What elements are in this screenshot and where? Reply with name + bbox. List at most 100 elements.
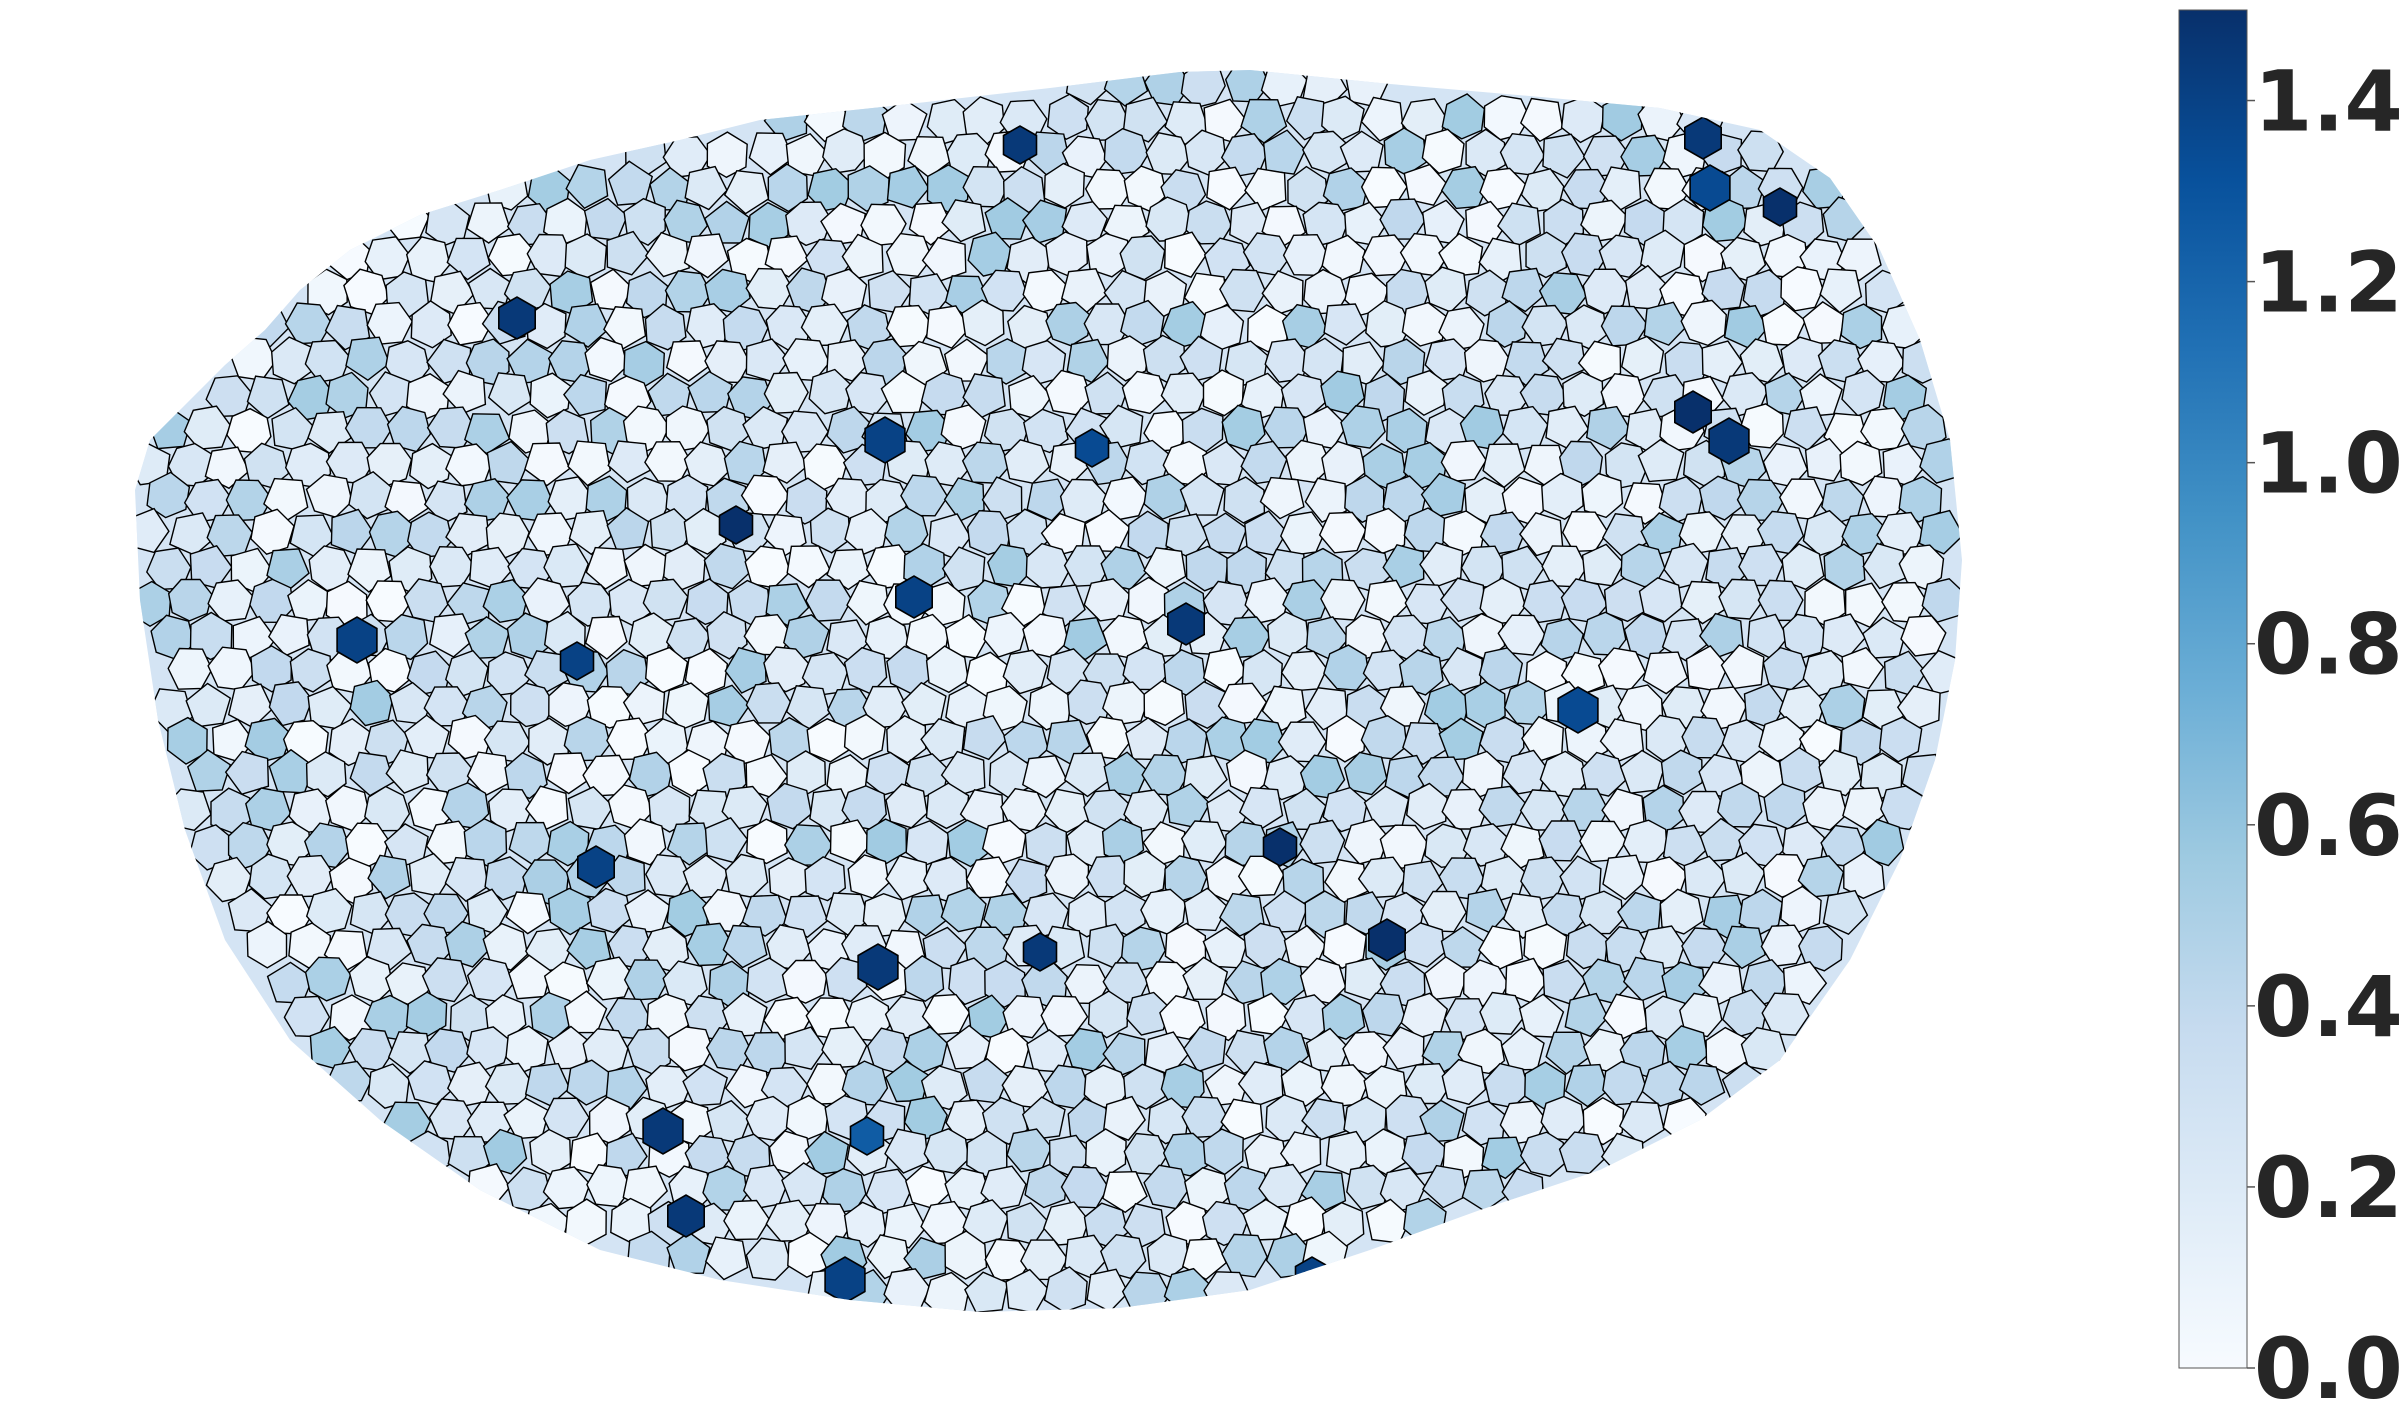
voronoi-cell bbox=[903, 955, 945, 1003]
voronoi-cell bbox=[1637, 438, 1685, 483]
voronoi-cell bbox=[1780, 266, 1824, 312]
voronoi-cell bbox=[644, 303, 687, 351]
voronoi-cell bbox=[1302, 201, 1350, 246]
voronoi-cell bbox=[706, 610, 748, 660]
voronoi-cell bbox=[1280, 1060, 1325, 1107]
voronoi-cell bbox=[1680, 299, 1728, 347]
voronoi-cell bbox=[885, 232, 933, 278]
voronoi-cell bbox=[1441, 1058, 1487, 1106]
voronoi-cell bbox=[410, 300, 452, 349]
voronoi-cell bbox=[487, 788, 534, 833]
high-value-cell bbox=[1002, 125, 1038, 165]
high-value-cell bbox=[1074, 428, 1110, 468]
voronoi-cell bbox=[524, 785, 569, 832]
voronoi-cell bbox=[568, 509, 612, 556]
voronoi-cell bbox=[1123, 850, 1167, 899]
voronoi-cell bbox=[1438, 232, 1484, 278]
voronoi-cell bbox=[1680, 580, 1727, 625]
voronoi-cell bbox=[1519, 511, 1564, 557]
voronoi-cell bbox=[1840, 303, 1883, 350]
voronoi-cell bbox=[1564, 992, 1609, 1038]
voronoi-cell bbox=[745, 338, 791, 383]
high-value-cell bbox=[1022, 932, 1058, 972]
high-value-cell bbox=[894, 575, 934, 619]
voronoi-cell bbox=[1381, 338, 1426, 386]
voronoi-cell bbox=[846, 580, 890, 626]
voronoi-cell bbox=[921, 236, 967, 282]
voronoi-cell bbox=[885, 854, 929, 901]
high-value-cell bbox=[864, 416, 906, 464]
voronoi-cell bbox=[429, 270, 475, 316]
voronoi-cell bbox=[1718, 578, 1764, 620]
voronoi-cell bbox=[1562, 371, 1605, 418]
voronoi-cell bbox=[364, 785, 411, 832]
voronoi-cell bbox=[1205, 992, 1247, 1042]
voronoi-cell bbox=[1323, 303, 1368, 346]
voronoi-cell bbox=[1261, 270, 1304, 315]
voronoi-cell bbox=[1122, 1202, 1166, 1249]
voronoi-cell bbox=[1622, 956, 1668, 1002]
voronoi-cell bbox=[367, 854, 411, 900]
voronoi-cell bbox=[1819, 268, 1863, 314]
voronoi-cell bbox=[1538, 820, 1585, 862]
voronoi-cell bbox=[1046, 93, 1090, 141]
voronoi-cell bbox=[961, 299, 1005, 347]
voronoi-cell bbox=[1841, 646, 1885, 690]
voronoi-cell bbox=[1163, 231, 1208, 279]
voronoi-cell bbox=[1024, 822, 1068, 868]
voronoi-cell bbox=[1842, 787, 1887, 831]
voronoi-cell bbox=[1323, 644, 1370, 691]
voronoi-cell bbox=[1044, 853, 1090, 900]
voronoi-cell bbox=[785, 201, 833, 247]
voronoi-cell bbox=[1481, 1136, 1526, 1180]
high-value-cell bbox=[857, 943, 899, 991]
voronoi-cell bbox=[962, 1058, 1010, 1104]
voronoi-cell bbox=[584, 615, 628, 660]
voronoi-cell bbox=[1701, 266, 1746, 311]
voronoi-cell bbox=[1783, 406, 1828, 452]
voronoi-cell bbox=[366, 301, 414, 345]
voronoi-cell bbox=[1202, 647, 1247, 694]
voronoi-cell bbox=[603, 306, 647, 351]
voronoi-cell bbox=[446, 237, 491, 281]
voronoi-cell bbox=[1618, 1100, 1665, 1146]
voronoi-cell bbox=[684, 647, 729, 696]
voronoi-cell bbox=[1541, 337, 1587, 381]
voronoi-cell bbox=[980, 269, 1028, 312]
voronoi-cell bbox=[1265, 1094, 1311, 1143]
voronoi-cell bbox=[1301, 1097, 1347, 1141]
voronoi-cell bbox=[1238, 786, 1284, 831]
voronoi-cell bbox=[1126, 991, 1171, 1036]
voronoi-cell bbox=[1896, 685, 1941, 731]
voronoi-cell bbox=[881, 98, 928, 142]
voronoi-cell bbox=[135, 507, 170, 554]
voronoi-cell bbox=[1518, 993, 1565, 1038]
voronoi-cell bbox=[1004, 858, 1048, 904]
voronoi-cell bbox=[785, 477, 828, 525]
colorbar: 0.0 0.2 0.4 0.6 0.8 1.0 1.2 1.4 bbox=[2178, 9, 2399, 1418]
voronoi-cell bbox=[1259, 476, 1305, 520]
voronoi-cell bbox=[666, 1231, 711, 1275]
voronoi-cell bbox=[1162, 1132, 1208, 1177]
voronoi-cell bbox=[289, 648, 333, 693]
voronoi-cell bbox=[1003, 439, 1051, 484]
voronoi-cell bbox=[1501, 545, 1546, 591]
voronoi-cell bbox=[445, 512, 491, 557]
voronoi-cell bbox=[1802, 785, 1848, 831]
voronoi-cell bbox=[1219, 268, 1267, 313]
voronoi-cell bbox=[366, 442, 413, 487]
high-value-cell bbox=[1262, 827, 1298, 867]
voronoi-cell bbox=[1122, 96, 1169, 143]
voronoi-cell bbox=[1558, 440, 1604, 487]
voronoi-cell bbox=[1843, 851, 1886, 900]
voronoi-cell bbox=[189, 544, 233, 590]
voronoi-cell bbox=[762, 441, 808, 484]
voronoi-cell bbox=[524, 442, 571, 487]
voronoi-cell bbox=[547, 887, 592, 936]
voronoi-cell bbox=[809, 507, 851, 554]
voronoi-cell bbox=[1002, 649, 1049, 695]
voronoi-cell bbox=[1642, 651, 1689, 695]
voronoi-cell bbox=[167, 578, 213, 622]
voronoi-cell bbox=[822, 128, 869, 174]
